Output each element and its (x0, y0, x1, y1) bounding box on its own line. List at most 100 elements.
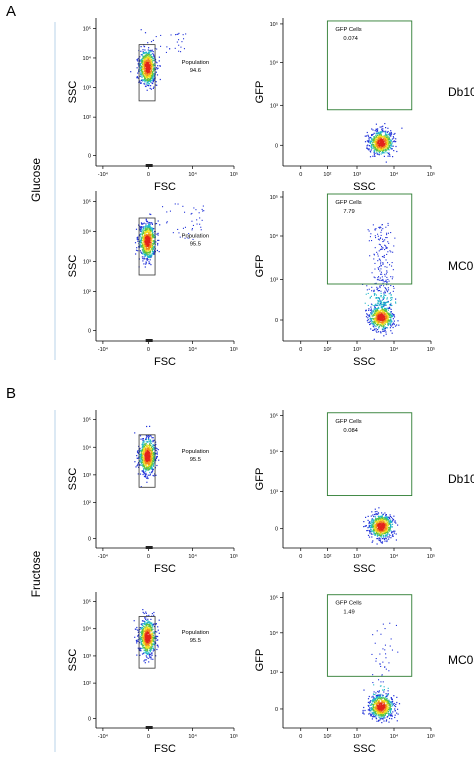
event-point (146, 68, 148, 70)
event-point (142, 239, 144, 241)
event-point (375, 297, 377, 299)
event-point (144, 226, 147, 228)
event-point (377, 518, 379, 520)
event-point (365, 135, 368, 137)
event-point (156, 448, 158, 450)
event-point (380, 538, 382, 540)
event-point (145, 630, 147, 632)
event-point (377, 137, 379, 139)
event-point (153, 73, 155, 75)
event-point (381, 323, 384, 325)
event-point (365, 309, 367, 311)
event-point (383, 533, 385, 535)
event-point (145, 626, 148, 628)
event-point (372, 528, 374, 530)
event-point (374, 262, 376, 264)
event-point (378, 150, 380, 152)
event-point (379, 150, 381, 152)
event-point (391, 138, 394, 140)
event-point (144, 239, 146, 241)
event-point (373, 533, 375, 535)
event-point (395, 298, 397, 300)
event-point (146, 622, 148, 624)
event-point (389, 292, 391, 294)
event-point (390, 131, 392, 134)
event-point (377, 317, 379, 319)
event-point (139, 453, 141, 455)
event-point (144, 649, 146, 651)
event-point (372, 514, 374, 516)
event-point (374, 314, 376, 316)
event-point (386, 318, 389, 321)
event-point (137, 640, 139, 642)
event-point (379, 515, 381, 517)
event-point (147, 477, 149, 480)
event-point (152, 74, 154, 76)
event-point (389, 522, 391, 524)
event-point (372, 147, 374, 149)
event-point (377, 134, 379, 136)
event-point (378, 239, 380, 241)
event-point (391, 531, 393, 533)
event-point (380, 134, 382, 136)
event-point (151, 464, 153, 466)
event-point (153, 75, 155, 77)
event-point (389, 534, 391, 536)
event-point (150, 463, 152, 465)
event-point (385, 309, 387, 311)
event-point (146, 445, 148, 447)
event-point (372, 321, 374, 323)
event-point (376, 132, 378, 134)
event-point (145, 70, 147, 72)
event-point (380, 143, 383, 145)
event-point (383, 322, 385, 324)
event-point (380, 303, 382, 305)
event-point (150, 465, 152, 467)
event-point (137, 77, 139, 79)
event-point (145, 453, 147, 456)
event-point (144, 233, 146, 235)
event-point (371, 526, 373, 528)
event-point (391, 324, 394, 326)
event-point (374, 268, 376, 270)
event-point (388, 530, 390, 532)
event-point (370, 308, 372, 310)
event-point (388, 289, 390, 291)
event-point (149, 225, 151, 227)
event-point (143, 647, 145, 649)
event-point (143, 246, 145, 248)
event-point (378, 321, 380, 323)
event-point (386, 237, 388, 239)
event-point (369, 320, 371, 322)
event-point (148, 56, 150, 58)
event-point (145, 242, 147, 244)
event-point (149, 62, 151, 64)
event-point (384, 239, 386, 241)
event-point (136, 77, 138, 79)
event-point (380, 331, 382, 333)
event-point (153, 74, 155, 76)
event-point (386, 281, 388, 283)
event-point (386, 266, 388, 268)
event-point (145, 462, 147, 464)
event-point (377, 267, 379, 269)
event-point (376, 308, 378, 310)
event-point (382, 304, 384, 306)
event-point (152, 234, 155, 236)
event-point (178, 232, 180, 234)
event-point (147, 249, 150, 251)
event-point (368, 230, 370, 232)
event-point (151, 234, 153, 236)
event-point (144, 71, 146, 73)
event-point (137, 60, 139, 62)
event-point (388, 136, 391, 138)
event-point (386, 534, 388, 536)
event-point (152, 469, 154, 471)
event-point (136, 59, 138, 61)
event-point (149, 460, 151, 462)
event-point (149, 67, 151, 69)
event-point (146, 75, 148, 77)
event-point (148, 451, 150, 453)
event-point (392, 323, 394, 325)
event-point (151, 248, 153, 250)
